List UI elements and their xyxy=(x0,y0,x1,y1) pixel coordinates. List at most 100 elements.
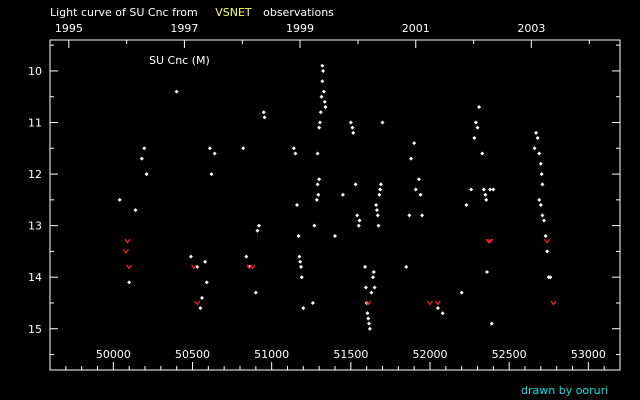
x-tick-label: 51500 xyxy=(333,348,368,361)
y-axis: 10 11 12 13 14 15 xyxy=(28,44,620,356)
observation-point xyxy=(491,187,496,192)
observation-point xyxy=(377,192,382,197)
observation-point xyxy=(350,125,355,130)
observation-point xyxy=(374,203,379,207)
observation-point xyxy=(365,311,370,316)
observation-point xyxy=(257,223,261,228)
upper-limit-point xyxy=(550,300,557,306)
upper-limit-point xyxy=(123,249,129,254)
observation-point xyxy=(253,290,258,295)
observation-point xyxy=(375,213,380,218)
observation-point xyxy=(363,264,368,269)
observation-point xyxy=(297,254,302,259)
observation-point xyxy=(538,203,543,207)
observation-point xyxy=(212,151,217,156)
observation-point xyxy=(477,105,482,110)
y-tick-label: 12 xyxy=(28,168,42,181)
observation-point xyxy=(532,146,537,151)
observation-point xyxy=(348,120,353,125)
x-tick-label: 50000 xyxy=(96,348,131,361)
observation-point xyxy=(320,79,325,84)
x-tick-label: 52000 xyxy=(413,348,448,361)
observation-point xyxy=(321,68,326,73)
observation-point xyxy=(367,326,372,331)
observation-point xyxy=(310,300,315,305)
observation-point xyxy=(481,187,486,192)
observation-point xyxy=(464,203,469,207)
observation-point xyxy=(376,223,381,228)
observation-point xyxy=(483,192,488,197)
observation-point xyxy=(351,130,356,135)
upper-limit-point xyxy=(126,264,133,270)
observation-point xyxy=(315,182,320,187)
observation-point xyxy=(207,146,212,151)
observation-point xyxy=(295,203,299,207)
observation-point xyxy=(409,156,413,161)
observation-point xyxy=(548,275,553,280)
observation-point xyxy=(333,233,337,238)
observation-point xyxy=(435,306,440,311)
observation-point xyxy=(355,213,360,218)
observation-point xyxy=(298,259,303,264)
x-tick-label: 52500 xyxy=(492,348,527,361)
upper-limit-point xyxy=(249,264,256,270)
observation-point xyxy=(366,316,371,321)
observation-point xyxy=(538,161,543,166)
observation-point xyxy=(198,306,203,311)
y-tick-label: 10 xyxy=(28,65,42,78)
chart-title-source: VSNET xyxy=(215,6,252,19)
observation-point xyxy=(535,135,540,140)
x-axis: 50000 50500 51000 51500 52000 52500 53000 xyxy=(49,348,621,370)
observation-point xyxy=(363,285,368,290)
observation-point xyxy=(261,110,266,115)
y-tick-label: 15 xyxy=(28,323,42,336)
observation-point xyxy=(323,105,328,110)
observation-point xyxy=(133,208,138,213)
x-tick-label: 53000 xyxy=(571,348,606,361)
observation-point xyxy=(413,187,418,192)
observation-point xyxy=(534,130,539,135)
observation-point xyxy=(200,295,204,300)
plot-frame xyxy=(49,39,621,371)
observation-point xyxy=(139,156,144,161)
observation-point xyxy=(312,223,317,228)
observation-point xyxy=(299,275,304,280)
observation-point xyxy=(144,172,149,177)
observation-point xyxy=(241,146,246,151)
y-tick-label: 13 xyxy=(28,220,42,233)
observation-point xyxy=(374,208,379,213)
observation-point xyxy=(353,182,358,187)
observation-point xyxy=(440,311,445,316)
observation-point xyxy=(473,120,478,125)
observation-point xyxy=(371,270,376,275)
observation-point xyxy=(255,228,260,233)
observation-point xyxy=(142,146,147,151)
observation-point xyxy=(204,280,209,285)
observation-point xyxy=(188,254,193,259)
year-tick-label: 1995 xyxy=(55,22,83,35)
observation-point xyxy=(378,182,383,187)
chart-title: Light curve of SU Cnc from VSNET observa… xyxy=(50,6,334,19)
observation-point xyxy=(262,115,267,120)
upper-limit-point xyxy=(427,300,433,306)
observation-point xyxy=(371,275,375,280)
observation-point xyxy=(296,233,301,238)
observation-point xyxy=(378,187,383,192)
upper-limit-point xyxy=(124,238,131,244)
observation-point xyxy=(537,197,542,202)
observation-point xyxy=(317,125,322,130)
upper-limit-point xyxy=(434,300,441,306)
top-year-axis: 1995 1997 1999 2001 2003 xyxy=(55,22,590,48)
plot-label: SU Cnc (M) xyxy=(149,54,210,67)
chart-title-suffix: observations xyxy=(263,6,334,19)
observation-point xyxy=(488,187,493,192)
credit-label: drawn by ooruri xyxy=(521,384,608,397)
observation-point xyxy=(315,151,320,156)
observation-point xyxy=(291,146,296,151)
observation-point xyxy=(127,280,132,285)
chart-title-prefix: Light curve of SU Cnc from xyxy=(50,6,198,19)
observation-point xyxy=(416,177,421,182)
observation-point xyxy=(317,177,322,182)
observation-point xyxy=(542,218,546,223)
